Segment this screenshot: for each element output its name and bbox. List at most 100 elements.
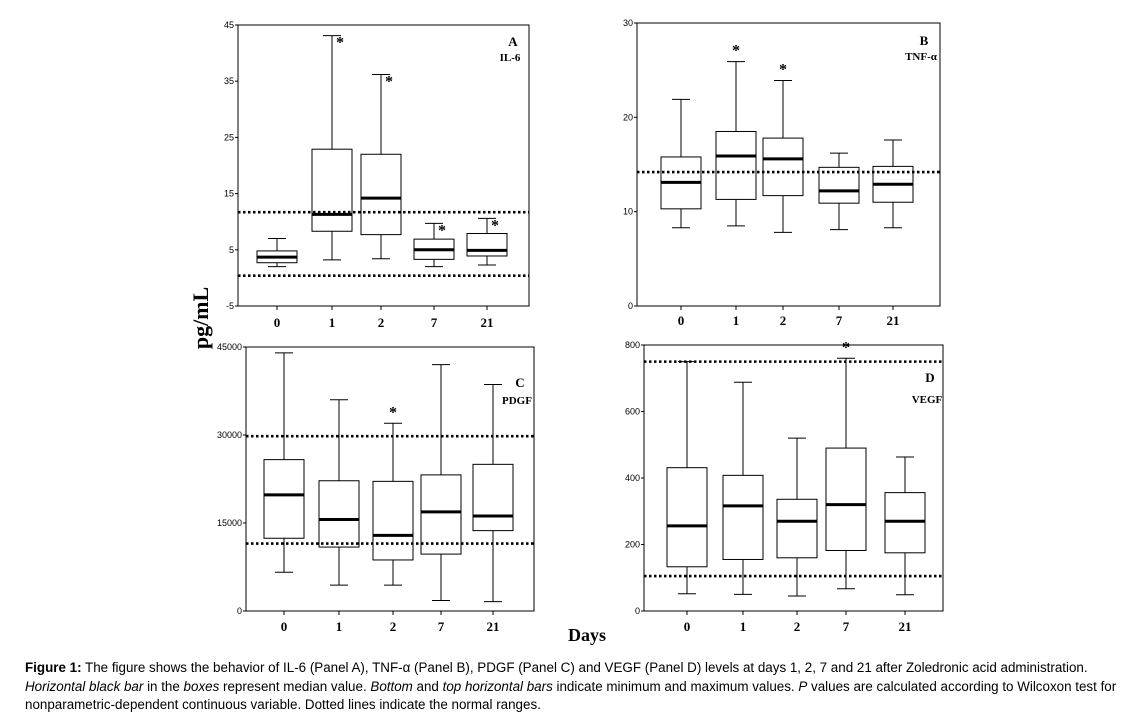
y-tick-label: 800: [625, 340, 640, 350]
box-day-0: [660, 98, 702, 229]
y-tick-label: 45000: [217, 342, 242, 352]
x-tick-label: 2: [780, 313, 787, 328]
significance-star: *: [779, 62, 787, 79]
panel-letter: D: [925, 370, 934, 385]
x-tick-label: 7: [836, 313, 843, 328]
box-day-1: [318, 399, 360, 586]
x-tick-label: 1: [336, 619, 343, 634]
y-tick-label: 0: [237, 606, 242, 616]
panel-letter: C: [515, 375, 524, 390]
box-day-21: [472, 384, 514, 603]
caption-text-6: values are calculated according to Wilco…: [25, 678, 1117, 713]
iqr-box: [762, 137, 804, 197]
significance-star: *: [842, 339, 850, 356]
caption-italic-1: Horizontal black bar: [25, 678, 144, 694]
x-tick-label: 2: [794, 619, 801, 634]
y-axis-label: pg/mL: [188, 287, 213, 349]
iqr-box: [318, 480, 360, 548]
caption-text-2: in the: [143, 678, 184, 694]
y-tick-label: 400: [625, 473, 640, 483]
caption-text-4: and: [412, 678, 443, 694]
x-tick-label: 1: [329, 315, 336, 330]
x-tick-label: 7: [438, 619, 445, 634]
y-tick-label: 30000: [217, 430, 242, 440]
box-day-1: [722, 381, 764, 595]
y-tick-label: 200: [625, 540, 640, 550]
panel-letter: A: [508, 34, 518, 49]
panel-letter: B: [920, 33, 929, 48]
box-day-2: *: [360, 73, 402, 260]
iqr-box: [472, 463, 514, 532]
iqr-box: [666, 467, 708, 568]
caption-text-3: represent median value.: [219, 678, 371, 694]
x-tick-label: 7: [431, 315, 438, 330]
panel-title: TNF-α: [905, 51, 938, 63]
box-day-21: [872, 139, 914, 229]
iqr-box: [372, 480, 414, 561]
y-tick-label: 0: [635, 606, 640, 616]
significance-star: *: [389, 404, 397, 421]
panel-title: PDGF: [502, 395, 532, 407]
caption-italic-2: boxes: [183, 678, 220, 694]
box-day-0: [263, 352, 305, 573]
box-day-7: *: [413, 222, 455, 268]
box-day-7: [818, 152, 860, 231]
x-tick-label: 1: [740, 619, 747, 634]
y-tick-label: 30: [623, 18, 633, 28]
caption-italic-5: P: [798, 678, 808, 694]
box-day-1: *: [715, 43, 757, 227]
box-day-7: [420, 364, 462, 601]
iqr-box: [715, 130, 757, 200]
plot-frame: [245, 346, 535, 612]
iqr-box: [263, 459, 305, 539]
y-tick-label: 15000: [217, 518, 242, 528]
box-day-1: *: [311, 35, 353, 261]
panel-a: 45 35 25 15 5 -5 0 1 2 7 21 A IL-6 * * * *: [224, 20, 530, 330]
x-tick-label: 21: [487, 619, 500, 634]
box-day-21: *: [466, 217, 508, 266]
box-day-2: [776, 437, 818, 597]
x-tick-label: 0: [274, 315, 281, 330]
box-day-7: *: [825, 339, 867, 590]
caption-italic-3: Bottom: [370, 678, 413, 694]
y-tick-label: 5: [229, 245, 234, 255]
box-day-2: *: [372, 404, 414, 586]
caption-italic-4: top horizontal bars: [442, 678, 553, 694]
iqr-box: [776, 498, 818, 559]
significance-star: *: [438, 222, 446, 239]
y-tick-label: -5: [226, 301, 234, 311]
x-tick-label: 7: [843, 619, 850, 634]
figure-caption: Figure 1: The figure shows the behavior …: [25, 659, 1120, 715]
y-tick-label: 45: [224, 20, 234, 30]
x-tick-label: 21: [481, 315, 494, 330]
x-axis-label: Days: [568, 625, 606, 645]
panel-c: 45000 30000 15000 0 0 1 2 7 21 C PDGF *: [217, 342, 535, 634]
y-tick-label: 15: [224, 189, 234, 199]
y-tick-label: 25: [224, 132, 234, 142]
iqr-box: [722, 474, 764, 560]
y-tick-label: 600: [625, 407, 640, 417]
box-day-2: *: [762, 62, 804, 233]
significance-star: *: [732, 43, 740, 60]
box-day-0: [256, 238, 298, 268]
caption-label: Figure 1:: [25, 660, 82, 675]
significance-star: *: [385, 73, 393, 90]
x-tick-label: 21: [887, 313, 900, 328]
x-tick-label: 0: [684, 619, 691, 634]
x-tick-label: 1: [733, 313, 740, 328]
x-tick-label: 2: [390, 619, 397, 634]
x-tick-label: 0: [281, 619, 288, 634]
significance-star: *: [491, 217, 499, 234]
significance-star: *: [336, 35, 344, 52]
iqr-box: [360, 153, 402, 236]
iqr-box: [420, 474, 462, 555]
iqr-box: [311, 148, 353, 232]
x-tick-label: 21: [899, 619, 912, 634]
plot-frame: [636, 22, 941, 307]
panel-title: IL-6: [500, 52, 521, 64]
y-tick-label: 35: [224, 76, 234, 86]
panel-b: 30 20 10 0 0 1 2 7 21 B TNF-α * *: [623, 18, 941, 328]
y-tick-label: 0: [628, 301, 633, 311]
y-tick-label: 20: [623, 112, 633, 122]
